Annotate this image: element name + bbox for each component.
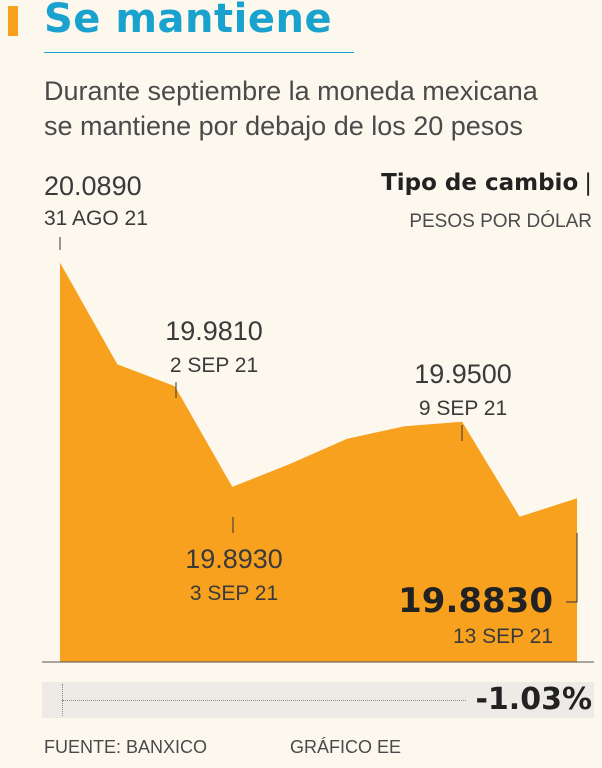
legend-title: Tipo de cambio | — [381, 170, 592, 196]
annotation-date: 31 AGO 21 — [44, 207, 148, 230]
annotation-value: 19.9500 — [414, 359, 512, 389]
annotation-value: 19.9810 — [165, 316, 263, 346]
title-accent-bar — [8, 6, 18, 36]
subtitle-line-2: se mantiene por debajo de los 20 pesos — [44, 111, 523, 141]
annotation-date: 9 SEP 21 — [419, 397, 507, 420]
annotation-value: 19.8830 — [398, 581, 553, 621]
legend-separator: | — [584, 170, 592, 196]
footer-credit: GRÁFICO EE — [290, 737, 402, 757]
annotation-value: 20.0890 — [44, 171, 142, 201]
annotation-leader-line — [566, 533, 578, 603]
footer-source: FUENTE: BANXICO — [44, 737, 208, 757]
exchange-rate-area-chart: 20.0890 31 AGO 21 19.9810 2 SEP 21 19.8930 3 … — [42, 171, 594, 663]
subtitle-line-1: Durante septiembre la moneda mexicana — [44, 76, 538, 106]
legend-units: PESOS POR DÓLAR — [409, 211, 592, 232]
title-underline — [44, 52, 354, 53]
area-series — [60, 262, 577, 662]
percent-change: -1.03% — [475, 682, 592, 717]
legend-title-text: Tipo de cambio — [381, 170, 579, 196]
annotation-date: 3 SEP 21 — [190, 582, 278, 605]
annotation-date: 13 SEP 21 — [453, 625, 553, 648]
subtitle: Durante septiembre la moneda mexicana se… — [44, 74, 584, 144]
annotation-date: 2 SEP 21 — [170, 354, 258, 377]
change-dotted-line — [62, 700, 466, 701]
page-title: Se mantiene — [44, 0, 333, 42]
annotation-value: 19.8930 — [185, 544, 283, 574]
